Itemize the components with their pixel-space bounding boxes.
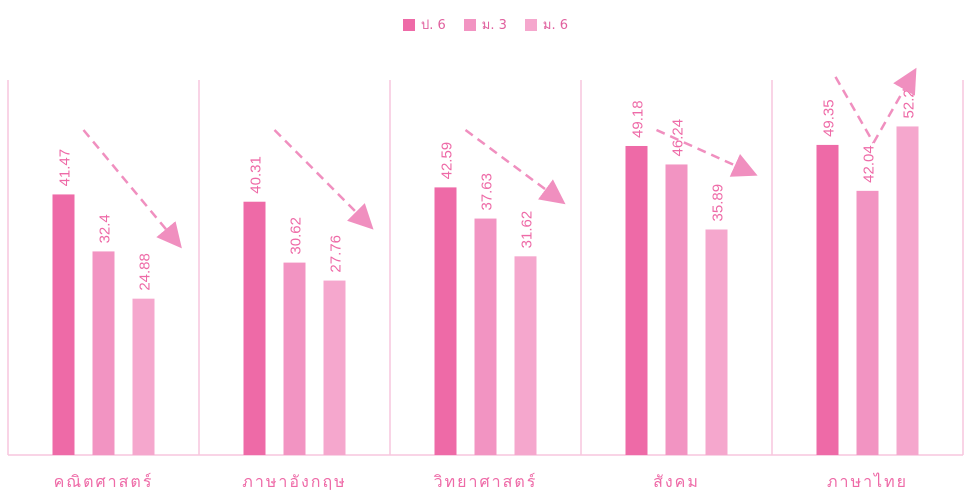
legend-item-m6: ม. 6	[524, 14, 568, 35]
data-label-4-2: 52.29	[901, 81, 918, 119]
legend: ป. 6 ม. 3 ม. 6	[0, 14, 971, 35]
category-label-2: วิทยาศาสตร์	[434, 472, 538, 491]
data-label-4-0: 49.35	[821, 99, 838, 137]
data-label-4-1: 42.04	[861, 145, 878, 183]
bar-1-1	[283, 262, 306, 455]
data-label-1-0: 40.31	[248, 156, 265, 194]
bar-0-2	[132, 298, 155, 455]
trend-arrow-4-down	[834, 76, 875, 144]
legend-swatch-m6	[524, 18, 537, 31]
bar-2-0	[434, 187, 457, 456]
trend-arrow-3	[655, 128, 758, 177]
data-label-2-0: 42.59	[439, 142, 456, 180]
trend-arrow-2	[464, 128, 566, 205]
bar-2-2	[514, 256, 537, 455]
legend-swatch-m3	[463, 18, 476, 31]
legend-label-m6: ม. 6	[542, 18, 568, 33]
bar-4-1	[856, 190, 879, 455]
trend-arrow-4-up	[872, 67, 917, 144]
bar-0-1	[92, 251, 115, 455]
legend-label-m3: ม. 3	[481, 18, 507, 33]
legend-item-p6: ป. 6	[402, 14, 446, 35]
bar-1-0	[243, 201, 266, 455]
data-label-3-2: 35.89	[710, 184, 727, 222]
bar-3-1	[665, 164, 688, 455]
bar-3-2	[705, 229, 728, 455]
trend-arrow-1	[273, 129, 374, 230]
bar-1-2	[323, 280, 346, 455]
legend-item-m3: ม. 3	[463, 14, 507, 35]
data-label-3-1: 46.24	[670, 119, 687, 157]
data-label-1-1: 30.62	[288, 217, 305, 255]
category-label-1: ภาษาอังกฤษ	[242, 472, 346, 491]
data-label-1-2: 27.76	[328, 235, 345, 273]
data-label-2-2: 31.62	[519, 211, 536, 249]
data-label-0-2: 24.88	[137, 253, 154, 291]
bar-0-0	[52, 194, 75, 455]
category-label-3: สังคม	[653, 472, 700, 491]
bar-3-0	[625, 145, 648, 456]
data-label-0-1: 32.4	[97, 214, 114, 243]
data-label-0-0: 41.47	[57, 149, 74, 187]
bar-4-2	[896, 126, 919, 455]
bar-4-0	[816, 144, 839, 456]
category-label-4: ภาษาไทย	[827, 472, 908, 491]
data-label-2-1: 37.63	[479, 173, 496, 211]
legend-label-p6: ป. 6	[420, 18, 446, 33]
category-label-0: คณิตศาสตร์	[54, 472, 154, 491]
trend-arrow-0	[82, 129, 182, 249]
bar-2-1	[474, 218, 497, 455]
legend-swatch-p6	[402, 18, 415, 31]
data-label-3-0: 49.18	[630, 100, 647, 138]
